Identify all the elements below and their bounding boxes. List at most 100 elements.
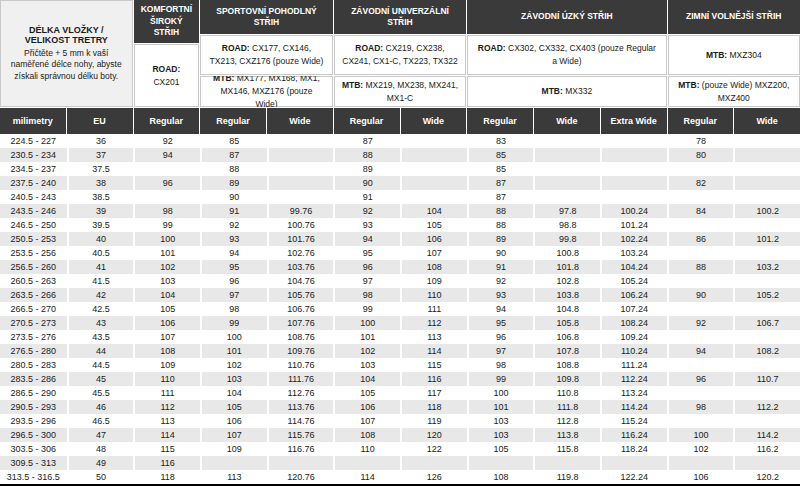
table-cell: 230.5 - 234 [0,148,67,162]
chart-header: DÉLKA VLOŽKY / VELIKOST TRETRY Přičtěte … [0,0,800,107]
table-cell: 110.7 [733,372,800,386]
table-cell [267,176,334,190]
table-cell: 42.5 [67,302,134,316]
table-cell: 112.76 [267,386,334,400]
table-cell: 113.8 [533,428,600,442]
table-cell [200,456,267,470]
table-cell: 101.2 [733,232,800,246]
table-cell: 113 [200,470,267,484]
table-cell: 256.5 - 260 [0,260,67,274]
column-header-wide-zavodni-univerzalni: Wide [401,108,467,134]
table-cell: 110 [400,288,467,302]
mtb-label: MTB: [342,80,363,90]
table-cell: 246.5 - 250 [0,218,67,232]
table-cell [733,218,800,232]
fit-group-zimni-mtb-models: MTB: MXZ304 [668,35,800,75]
table-cell [667,190,734,204]
table-cell: 224.5 - 227 [0,134,67,148]
table-cell: 103 [333,358,400,372]
table-cell: 94 [200,246,267,260]
table-cell: 38 [67,176,134,190]
table-cell: 90 [333,176,400,190]
table-cell [267,148,334,162]
table-cell [400,162,467,176]
table-row: 270.5 - 2734310699107.7610011295105.8108… [0,316,800,330]
table-cell: 98 [333,288,400,302]
fit-group-sportovni-mtb-models: MTB: MX177, MX168, MX1, MX146, MXZ176 (p… [200,76,333,107]
table-cell: 107.8 [533,344,600,358]
table-row: 263.5 - 2664210497105.769811093103.8106.… [0,288,800,302]
table-cell: 105 [333,386,400,400]
table-cell: 96 [667,372,734,386]
table-row: 256.5 - 2604110295103.769610891101.8104.… [0,260,800,274]
table-cell: 44.5 [67,358,134,372]
table-cell: 105 [133,302,200,316]
table-cell: 92 [200,218,267,232]
table-cell: 116 [133,456,200,470]
table-cell: 43.5 [67,330,134,344]
table-cell: 100.76 [267,218,334,232]
table-cell: 50 [67,470,134,484]
table-cell: 112.8 [533,414,600,428]
table-cell [733,246,800,260]
table-cell [667,218,734,232]
table-cell: 120.76 [267,470,334,484]
table-cell: 103.24 [600,246,667,260]
table-cell: 120 [400,428,467,442]
table-cell: 84 [667,204,734,218]
table-row: 240.5 - 24338.5909187 [0,190,800,204]
table-cell [400,176,467,190]
table-cell: 99 [200,316,267,330]
table-cell: 99 [133,218,200,232]
table-cell: 93 [200,232,267,246]
road-models: CX302, CX332, CX403 (pouze Regular a Wid… [506,43,656,66]
table-cell: 87 [467,176,534,190]
table-row: 296.5 - 30047114107115.76108120103113.81… [0,428,800,442]
table-cell: 107 [400,246,467,260]
table-cell: 243.5 - 246 [0,204,67,218]
table-cell: 100 [333,316,400,330]
table-cell: 104 [200,386,267,400]
table-cell: 101 [333,330,400,344]
table-cell: 106 [200,414,267,428]
table-cell: 91 [200,204,267,218]
table-cell [267,162,334,176]
table-cell: 104 [333,372,400,386]
table-cell [733,176,800,190]
table-cell: 92 [133,134,200,148]
table-cell: 102.76 [267,246,334,260]
table-row: 309.5 - 31349116 [0,456,800,470]
table-cell: 107 [133,330,200,344]
table-cell: 237.5 - 240 [0,176,67,190]
table-cell: 45.5 [67,386,134,400]
table-cell: 94 [667,344,734,358]
table-cell: 104.24 [600,260,667,274]
table-cell: 109.8 [533,372,600,386]
table-cell: 90 [200,190,267,204]
table-cell: 102 [667,442,734,456]
table-cell: 115.76 [267,428,334,442]
table-cell: 106.24 [600,288,667,302]
table-cell: 88 [467,218,534,232]
table-cell: 240.5 - 243 [0,190,67,204]
table-cell: 99.76 [267,204,334,218]
table-cell: 309.5 - 313 [0,456,67,470]
fit-group-zimni-title: ZIMNÍ VOLNĚJŠÍ STŘIH [668,0,800,34]
table-row: 250.5 - 2534010093101.76941068999.8102.2… [0,232,800,246]
table-cell: 101 [200,344,267,358]
table-cell: 290.5 - 293 [0,400,67,414]
table-cell: 112.2 [733,400,800,414]
table-cell: 108.8 [533,358,600,372]
table-cell: 296.5 - 300 [0,428,67,442]
mtb-label: MTB: [213,76,234,83]
table-row: 283.5 - 28645110103111.7610411699109.811… [0,372,800,386]
table-cell [733,302,800,316]
table-cell: 39.5 [67,218,134,232]
table-cell: 100 [667,428,734,442]
table-cell: 98 [133,204,200,218]
table-cell: 105 [200,400,267,414]
table-cell [267,456,334,470]
table-cell: 109 [133,358,200,372]
table-cell: 108.76 [267,330,334,344]
fit-group-zavodni-univerzalni-road-models: ROAD: CX219, CX238, CX241, CX1-C, TX223,… [334,35,467,75]
